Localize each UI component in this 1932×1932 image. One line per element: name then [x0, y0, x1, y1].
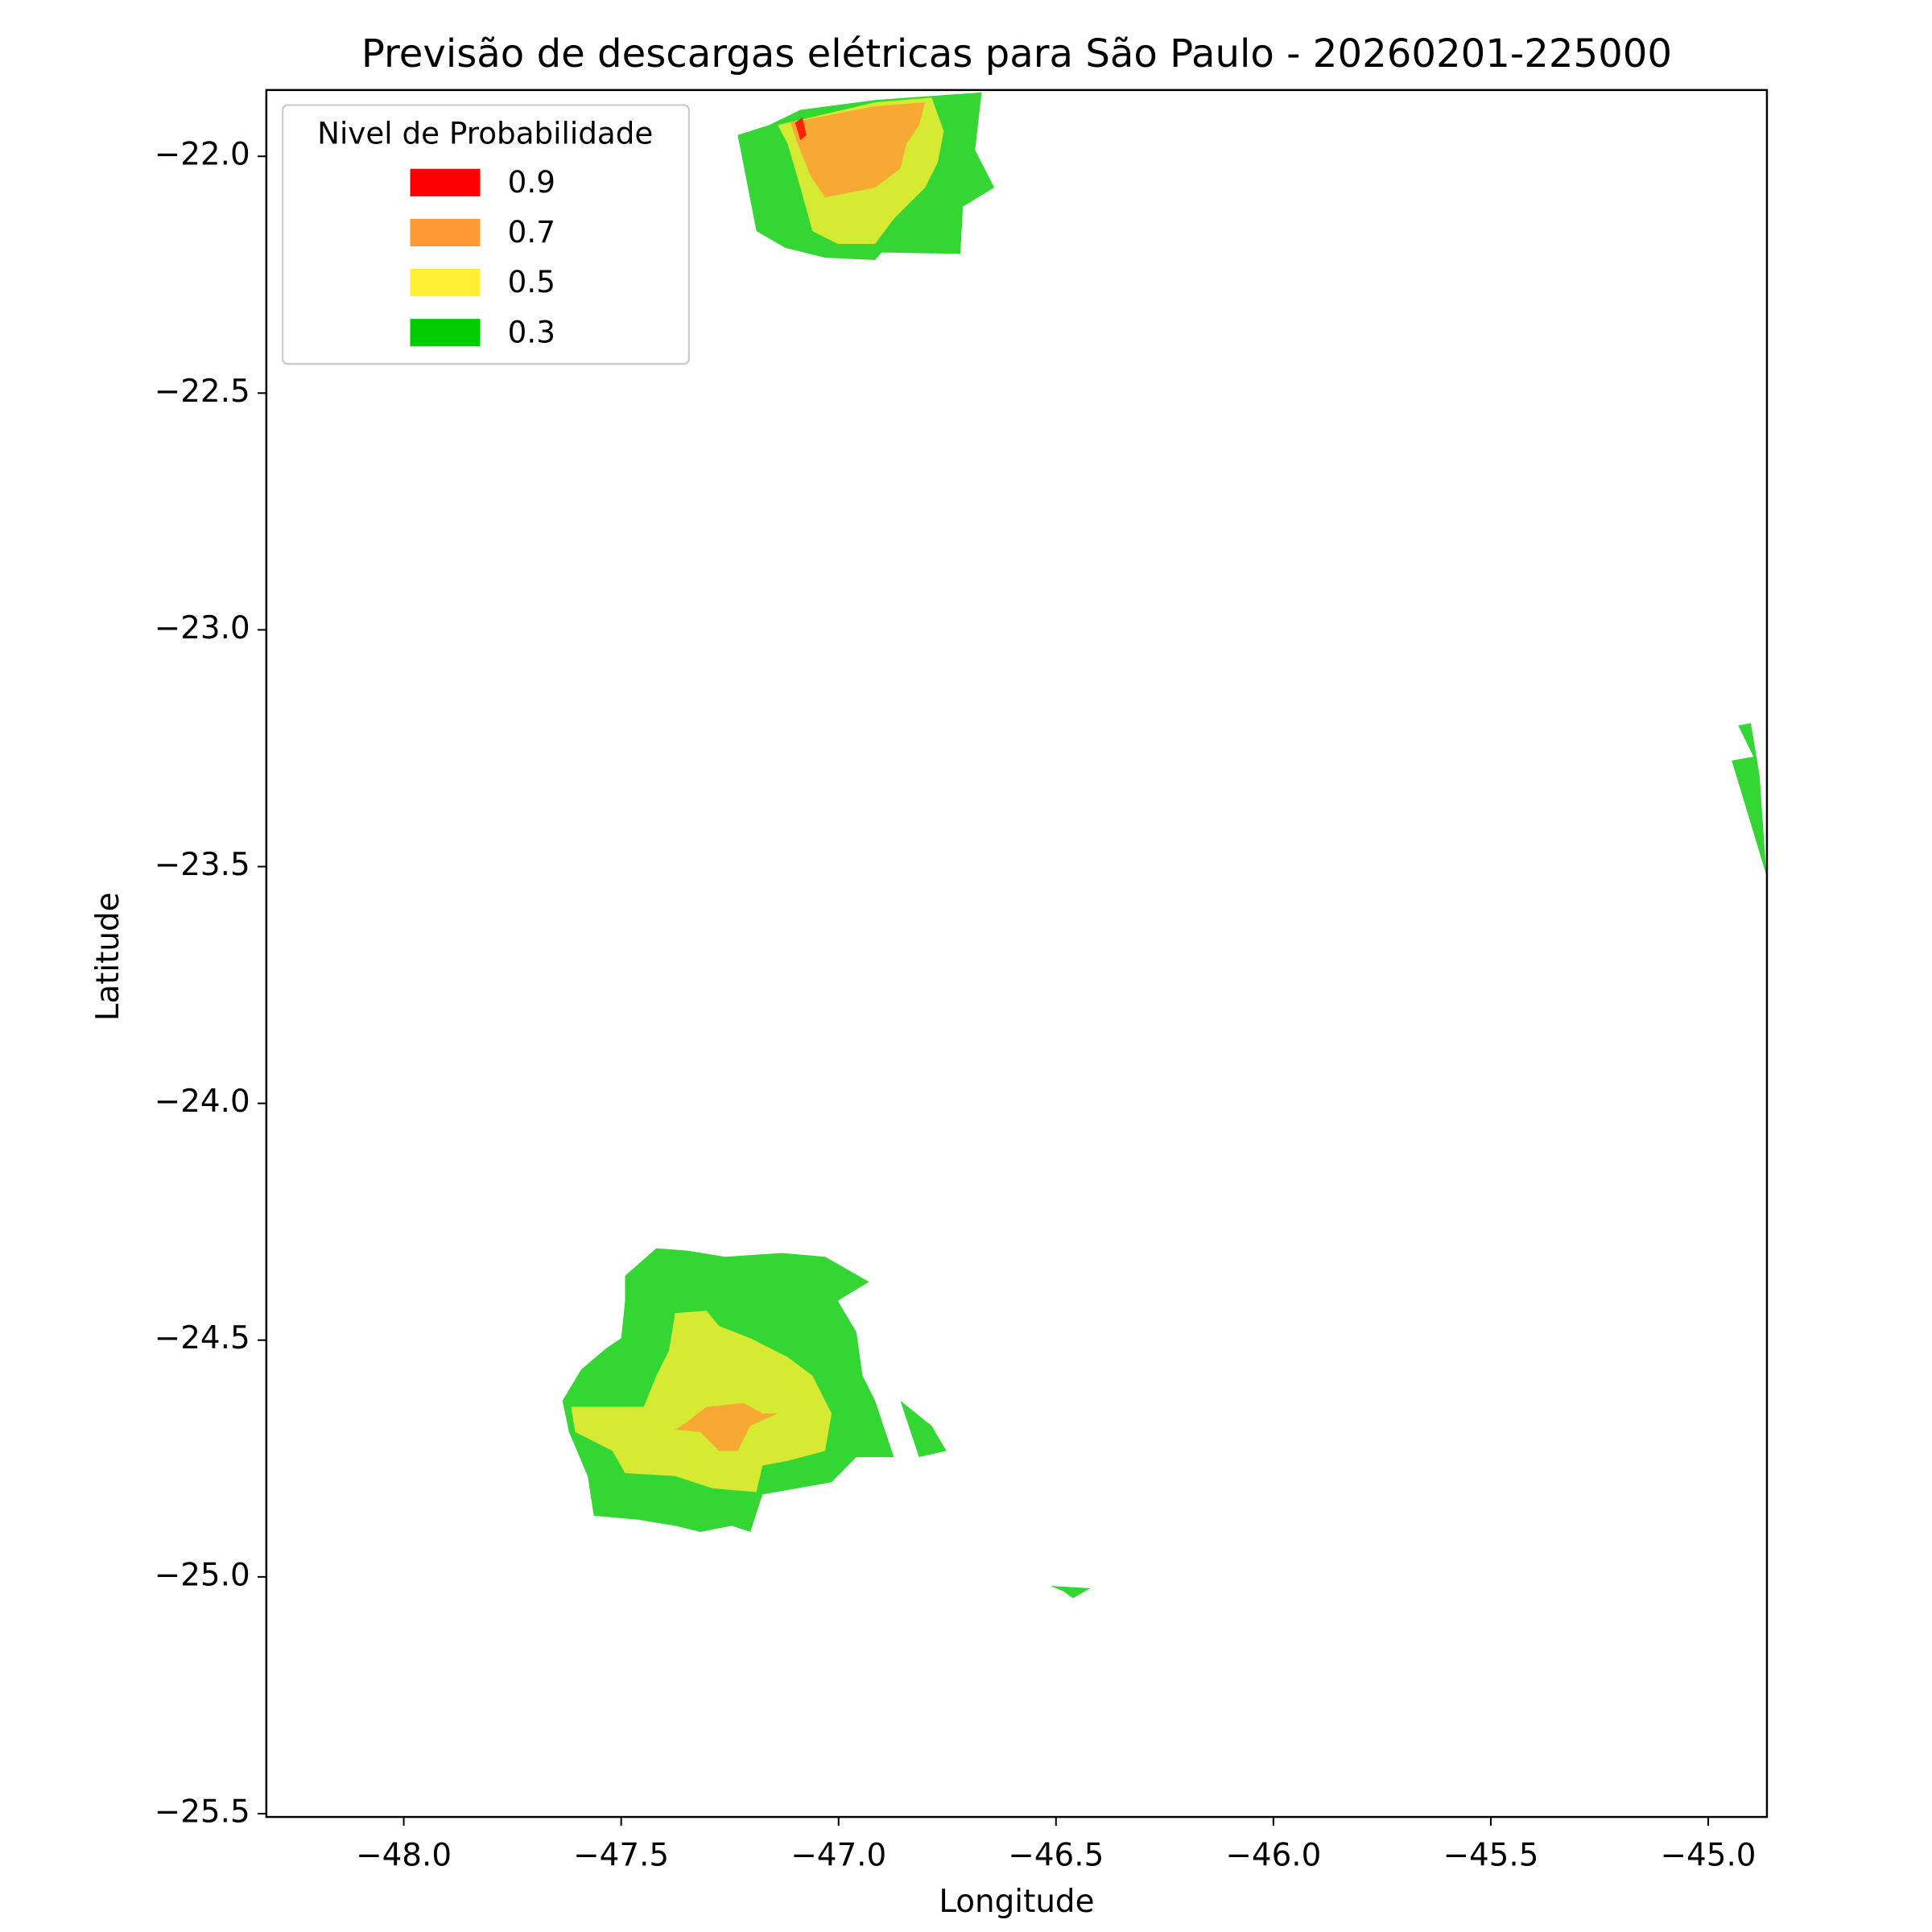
y-axis-label: Latitude: [90, 892, 126, 1021]
legend-swatch: [410, 168, 481, 196]
x-tick-label: −46.0: [1225, 1837, 1321, 1873]
contour-region: [790, 102, 926, 198]
contour-region: [795, 117, 807, 141]
x-tick-label: −47.0: [791, 1837, 886, 1873]
y-tick-label: −24.0: [155, 1084, 250, 1120]
legend-label: 0.3: [508, 314, 555, 349]
contour-region: [1732, 723, 1767, 876]
legend-swatch: [410, 319, 481, 347]
y-tick-label: −22.5: [155, 374, 250, 410]
y-tick-label: −24.5: [155, 1320, 250, 1356]
x-tick-label: −48.0: [356, 1837, 452, 1873]
x-tick-label: −46.5: [1008, 1837, 1104, 1873]
contour-region: [571, 1311, 832, 1492]
plot-frame: [265, 89, 1769, 1818]
legend: Nivel de Probabilidade 0.9 0.7 0.5 0.3: [281, 104, 691, 365]
contour-region: [675, 1402, 778, 1451]
legend-swatch: [410, 268, 481, 297]
axes: −48.0 −47.5 −47.0 −46.5 −46.0 −45.5 −45.0 −25.5…: [155, 137, 1757, 1874]
contour-region: [900, 1401, 947, 1458]
legend-swatch: [410, 218, 481, 247]
x-tick-label: −45.5: [1443, 1837, 1538, 1873]
x-tick-label: −47.5: [573, 1837, 669, 1873]
legend-label: 0.7: [508, 214, 555, 250]
y-tick-label: −22.0: [155, 137, 250, 173]
y-tick-label: −25.5: [155, 1794, 250, 1830]
y-tick-label: −23.5: [155, 847, 250, 883]
chart-title: Previsão de descargas elétricas para São…: [361, 31, 1672, 76]
legend-title: Nivel de Probabilidade: [317, 115, 653, 151]
y-tick-label: −23.0: [155, 610, 250, 646]
x-axis-label: Longitude: [939, 1884, 1094, 1920]
y-tick-label: −25.0: [155, 1557, 250, 1593]
legend-label: 0.5: [508, 264, 555, 299]
plot-area: [562, 92, 1767, 1599]
legend-box: [281, 104, 691, 365]
x-tick-label: −45.0: [1661, 1837, 1757, 1873]
legend-label: 0.9: [508, 164, 555, 200]
contour-region: [1050, 1586, 1091, 1599]
